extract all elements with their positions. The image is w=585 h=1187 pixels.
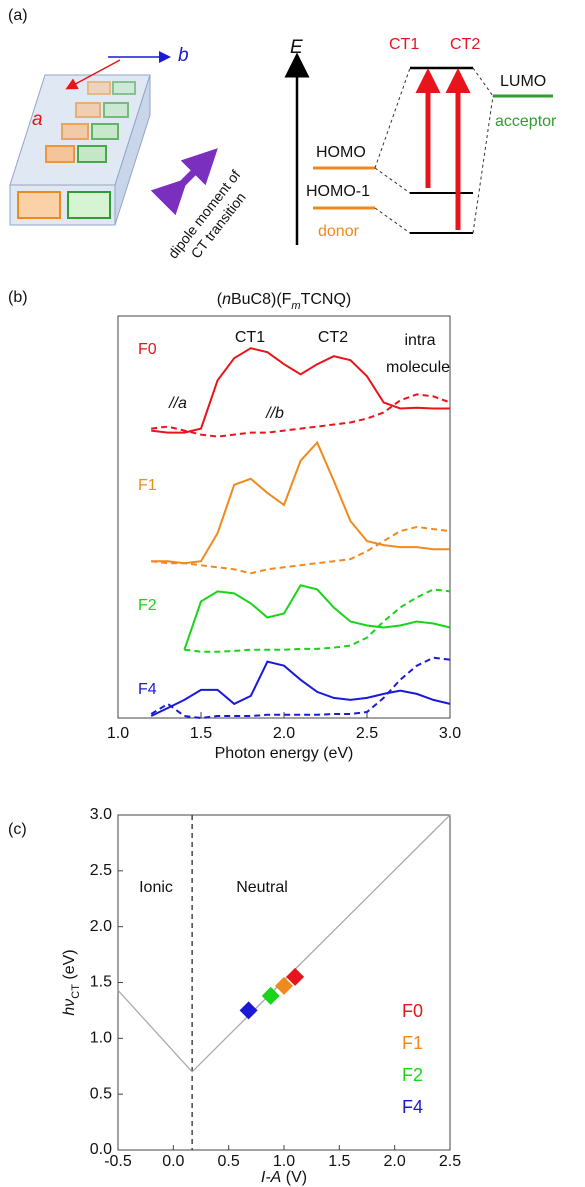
panel-label: (c) bbox=[8, 821, 27, 838]
annotation: CT1 bbox=[235, 329, 265, 346]
y-label-part: hν bbox=[61, 999, 78, 1016]
panel-label: (a) bbox=[8, 7, 28, 24]
panel-label: (b) bbox=[8, 289, 28, 306]
series-label: F2 bbox=[138, 597, 157, 614]
annotation: intra bbox=[404, 332, 435, 349]
y-tick-label: 2.5 bbox=[90, 862, 112, 879]
x-tick-label: 1.0 bbox=[273, 1153, 295, 1170]
x-tick-label: 1.0 bbox=[107, 725, 129, 742]
energy-label: E bbox=[290, 37, 303, 58]
ct2-label: CT2 bbox=[450, 36, 480, 53]
title-part: TCNQ) bbox=[301, 291, 352, 308]
homo1-label: HOMO-1 bbox=[306, 183, 370, 200]
lumo-label: LUMO bbox=[500, 73, 546, 90]
chart-title: (nBuC8)(FmTCNQ) bbox=[217, 291, 352, 312]
ct1-label: CT1 bbox=[389, 36, 419, 53]
annotation: //a bbox=[168, 395, 187, 412]
title-part: ( bbox=[217, 291, 223, 308]
x-tick-label: 2.0 bbox=[273, 725, 295, 742]
energy-diagram bbox=[284, 52, 553, 245]
y-tick-label: 1.5 bbox=[90, 974, 112, 991]
annotation: //b bbox=[265, 405, 284, 422]
x-tick-label: 0.5 bbox=[218, 1153, 240, 1170]
annotation: CT2 bbox=[318, 329, 348, 346]
x-tick-label: 1.5 bbox=[190, 725, 212, 742]
y-axis-label: hνCT (eV) bbox=[61, 949, 82, 1015]
axis-b-label: b bbox=[178, 45, 189, 66]
x-tick-label: 1.5 bbox=[328, 1153, 350, 1170]
region-label: Ionic bbox=[139, 879, 173, 896]
legend-label: F1 bbox=[402, 1033, 423, 1053]
annotation: molecule bbox=[386, 359, 450, 376]
spectrum-line bbox=[184, 588, 451, 653]
spectrum-line bbox=[151, 393, 451, 438]
y-label-part: (eV) bbox=[61, 949, 78, 984]
data-point bbox=[286, 967, 305, 986]
spectrum-line bbox=[150, 660, 451, 717]
y-tick-label: 1.0 bbox=[90, 1030, 112, 1047]
spectrum-line bbox=[183, 584, 451, 651]
x-tick-label: -0.5 bbox=[104, 1153, 132, 1170]
y-tick-label: 0.0 bbox=[90, 1141, 112, 1158]
x-tick-label: 2.5 bbox=[439, 1153, 461, 1170]
x-axis-label: Photon energy (eV) bbox=[215, 745, 354, 762]
x-tick-label: 2.5 bbox=[356, 725, 378, 742]
series-label: F1 bbox=[138, 477, 157, 494]
series-label: F4 bbox=[138, 681, 157, 698]
data-point bbox=[261, 986, 280, 1005]
donor-label: donor bbox=[318, 223, 360, 240]
x-label-part: (V) bbox=[281, 1169, 307, 1186]
y-tick-label: 3.0 bbox=[90, 806, 112, 823]
x-tick-label: 2.0 bbox=[384, 1153, 406, 1170]
region-label: Neutral bbox=[236, 879, 288, 896]
y-tick-label: 0.5 bbox=[90, 1085, 112, 1102]
x-tick-label: 3.0 bbox=[439, 725, 461, 742]
title-part: n bbox=[222, 291, 231, 308]
legend-label: F2 bbox=[402, 1065, 423, 1085]
plot-frame bbox=[117, 315, 451, 719]
title-part: BuC8)(F bbox=[231, 291, 292, 308]
legend-label: F4 bbox=[402, 1097, 423, 1117]
y-axis-label-group: hνCT (eV) bbox=[61, 949, 82, 1015]
y-tick-label: 2.0 bbox=[90, 918, 112, 935]
x-axis-label: I-A (V) bbox=[261, 1169, 307, 1186]
data-point bbox=[239, 1001, 258, 1020]
title-part: m bbox=[291, 300, 300, 312]
axis-a-label: a bbox=[32, 109, 43, 130]
legend-label: F0 bbox=[402, 1001, 423, 1021]
spectrum-line bbox=[151, 347, 450, 434]
x-tick-label: 0.0 bbox=[162, 1153, 184, 1170]
homo-label: HOMO bbox=[316, 144, 366, 161]
spectrum-line bbox=[151, 440, 450, 565]
spectrum-line bbox=[151, 525, 451, 575]
series-label: F0 bbox=[138, 341, 157, 358]
acceptor-label: acceptor bbox=[495, 113, 557, 130]
reference-line bbox=[117, 814, 451, 1073]
crystal-illustration bbox=[9, 51, 218, 226]
spectrum-line bbox=[150, 656, 451, 720]
data-point bbox=[275, 976, 293, 995]
y-label-part: CT bbox=[70, 984, 82, 999]
x-label-part: I-A bbox=[261, 1169, 281, 1186]
